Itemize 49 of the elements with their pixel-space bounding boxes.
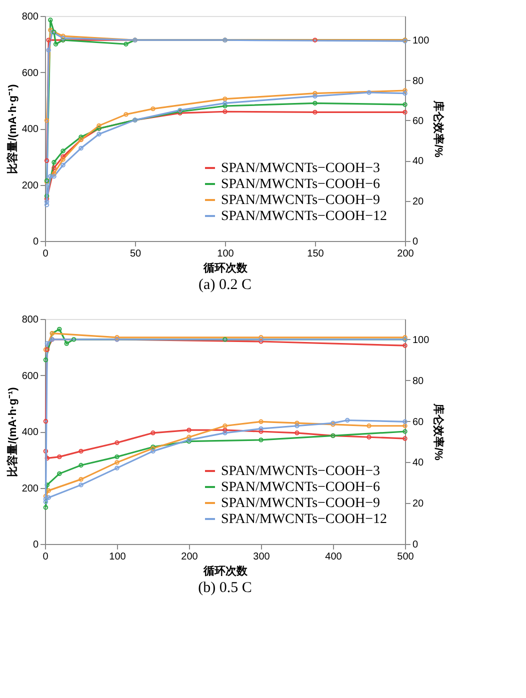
y-tick-label: 200	[22, 180, 39, 192]
y-tick-label: 0	[32, 540, 39, 550]
y-tick-label: 400	[22, 124, 39, 135]
legend-label: SPAN/MWCNTs−COOH−9	[221, 496, 380, 511]
x-tick-label: 500	[397, 552, 414, 562]
x-tick-label: 100	[109, 552, 126, 562]
text: (b) 0.5 C	[198, 580, 252, 596]
legend-label: SPAN/MWCNTs−COOH−6	[221, 177, 380, 192]
x-tick-label: 200	[181, 552, 198, 562]
legend-label: SPAN/MWCNTs−COOH−12	[221, 512, 387, 527]
y2-tick-label: 100	[412, 334, 430, 346]
y-tick-label: 600	[22, 370, 39, 382]
y2-tick-label: 0	[412, 540, 418, 550]
y2-tick-label: 60	[412, 116, 424, 127]
y2-tick-label: 80	[412, 376, 424, 387]
x-axis-title: 循环次数	[202, 564, 248, 578]
y2-tick-label: 40	[412, 156, 424, 168]
y-tick-label: 800	[22, 314, 39, 326]
x-tick-label: 0	[42, 552, 49, 562]
y-tick-label: 0	[32, 236, 39, 248]
y-tick-label: 600	[22, 68, 39, 79]
legend-label: SPAN/MWCNTs−COOH−3	[221, 161, 380, 176]
legend-label: SPAN/MWCNTs−COOH−6	[221, 480, 380, 495]
y2-tick-label: 0	[412, 236, 418, 248]
x-tick-label: 200	[397, 248, 414, 260]
y-tick-label: 800	[22, 12, 39, 22]
x-tick-label: 400	[325, 552, 342, 562]
legend-label: SPAN/MWCNTs−COOH−3	[221, 464, 380, 479]
y2-tick-label: 20	[412, 498, 424, 510]
y2-axis-title: 库仑效率/%	[432, 402, 446, 461]
x-tick-label: 50	[130, 248, 142, 260]
y2-tick-label: 40	[412, 458, 424, 469]
legend-label: SPAN/MWCNTs−COOH−9	[221, 193, 380, 208]
y2-axis-title: 库仑效率/%	[432, 100, 446, 158]
legend-label: SPAN/MWCNTs−COOH−12	[221, 209, 387, 224]
y2-tick-label: 20	[412, 196, 424, 208]
x-tick-label: 0	[42, 248, 49, 260]
y2-tick-label: 80	[412, 76, 424, 87]
y-axis-title: 比容量/(mA·h·g⁻¹)	[6, 386, 19, 477]
y-axis-title: 比容量/(mA·h·g⁻¹)	[6, 84, 19, 174]
y-tick-label: 200	[22, 483, 39, 494]
y-tick-label: 400	[22, 427, 39, 438]
x-tick-label: 300	[253, 552, 270, 562]
y2-tick-label: 100	[412, 36, 430, 47]
text: (a) 0.2 C	[198, 277, 252, 293]
y2-tick-label: 60	[412, 416, 424, 428]
x-tick-label: 150	[307, 248, 324, 260]
x-axis-title: 循环次数	[202, 262, 248, 274]
x-tick-label: 100	[217, 248, 234, 260]
